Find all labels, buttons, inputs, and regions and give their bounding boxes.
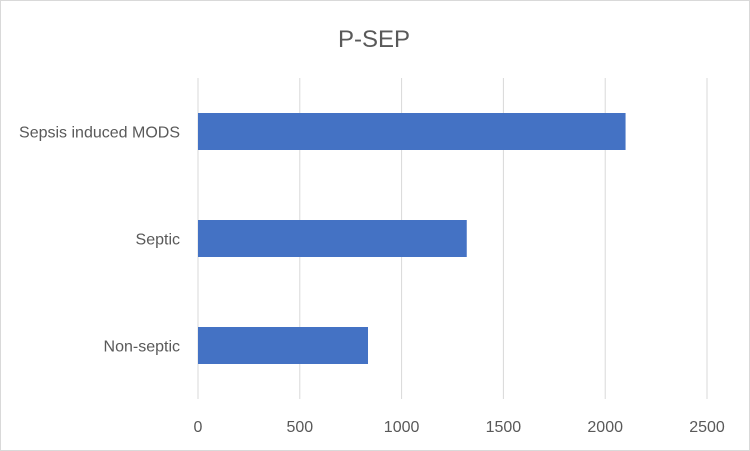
- x-tick-label: 2500: [689, 419, 725, 436]
- category-label: Sepsis induced MODS: [19, 125, 180, 142]
- bars: [198, 113, 626, 364]
- x-tick-label: 2000: [587, 419, 623, 436]
- bar: [198, 327, 369, 364]
- category-label: Non-septic: [104, 339, 180, 356]
- x-axis-tick-labels: 0 500 1000 1500 2000 2500: [194, 419, 725, 436]
- x-tick-label: 1000: [384, 419, 420, 436]
- chart-title: P-SEP: [338, 26, 410, 53]
- category-label: Septic: [136, 232, 180, 249]
- x-tick-label: 1500: [486, 419, 522, 436]
- x-tick-label: 0: [194, 419, 203, 436]
- bar: [198, 220, 467, 257]
- x-tick-label: 500: [286, 419, 313, 436]
- bar: [198, 113, 626, 150]
- category-labels: Sepsis induced MODS Septic Non-septic: [19, 125, 180, 356]
